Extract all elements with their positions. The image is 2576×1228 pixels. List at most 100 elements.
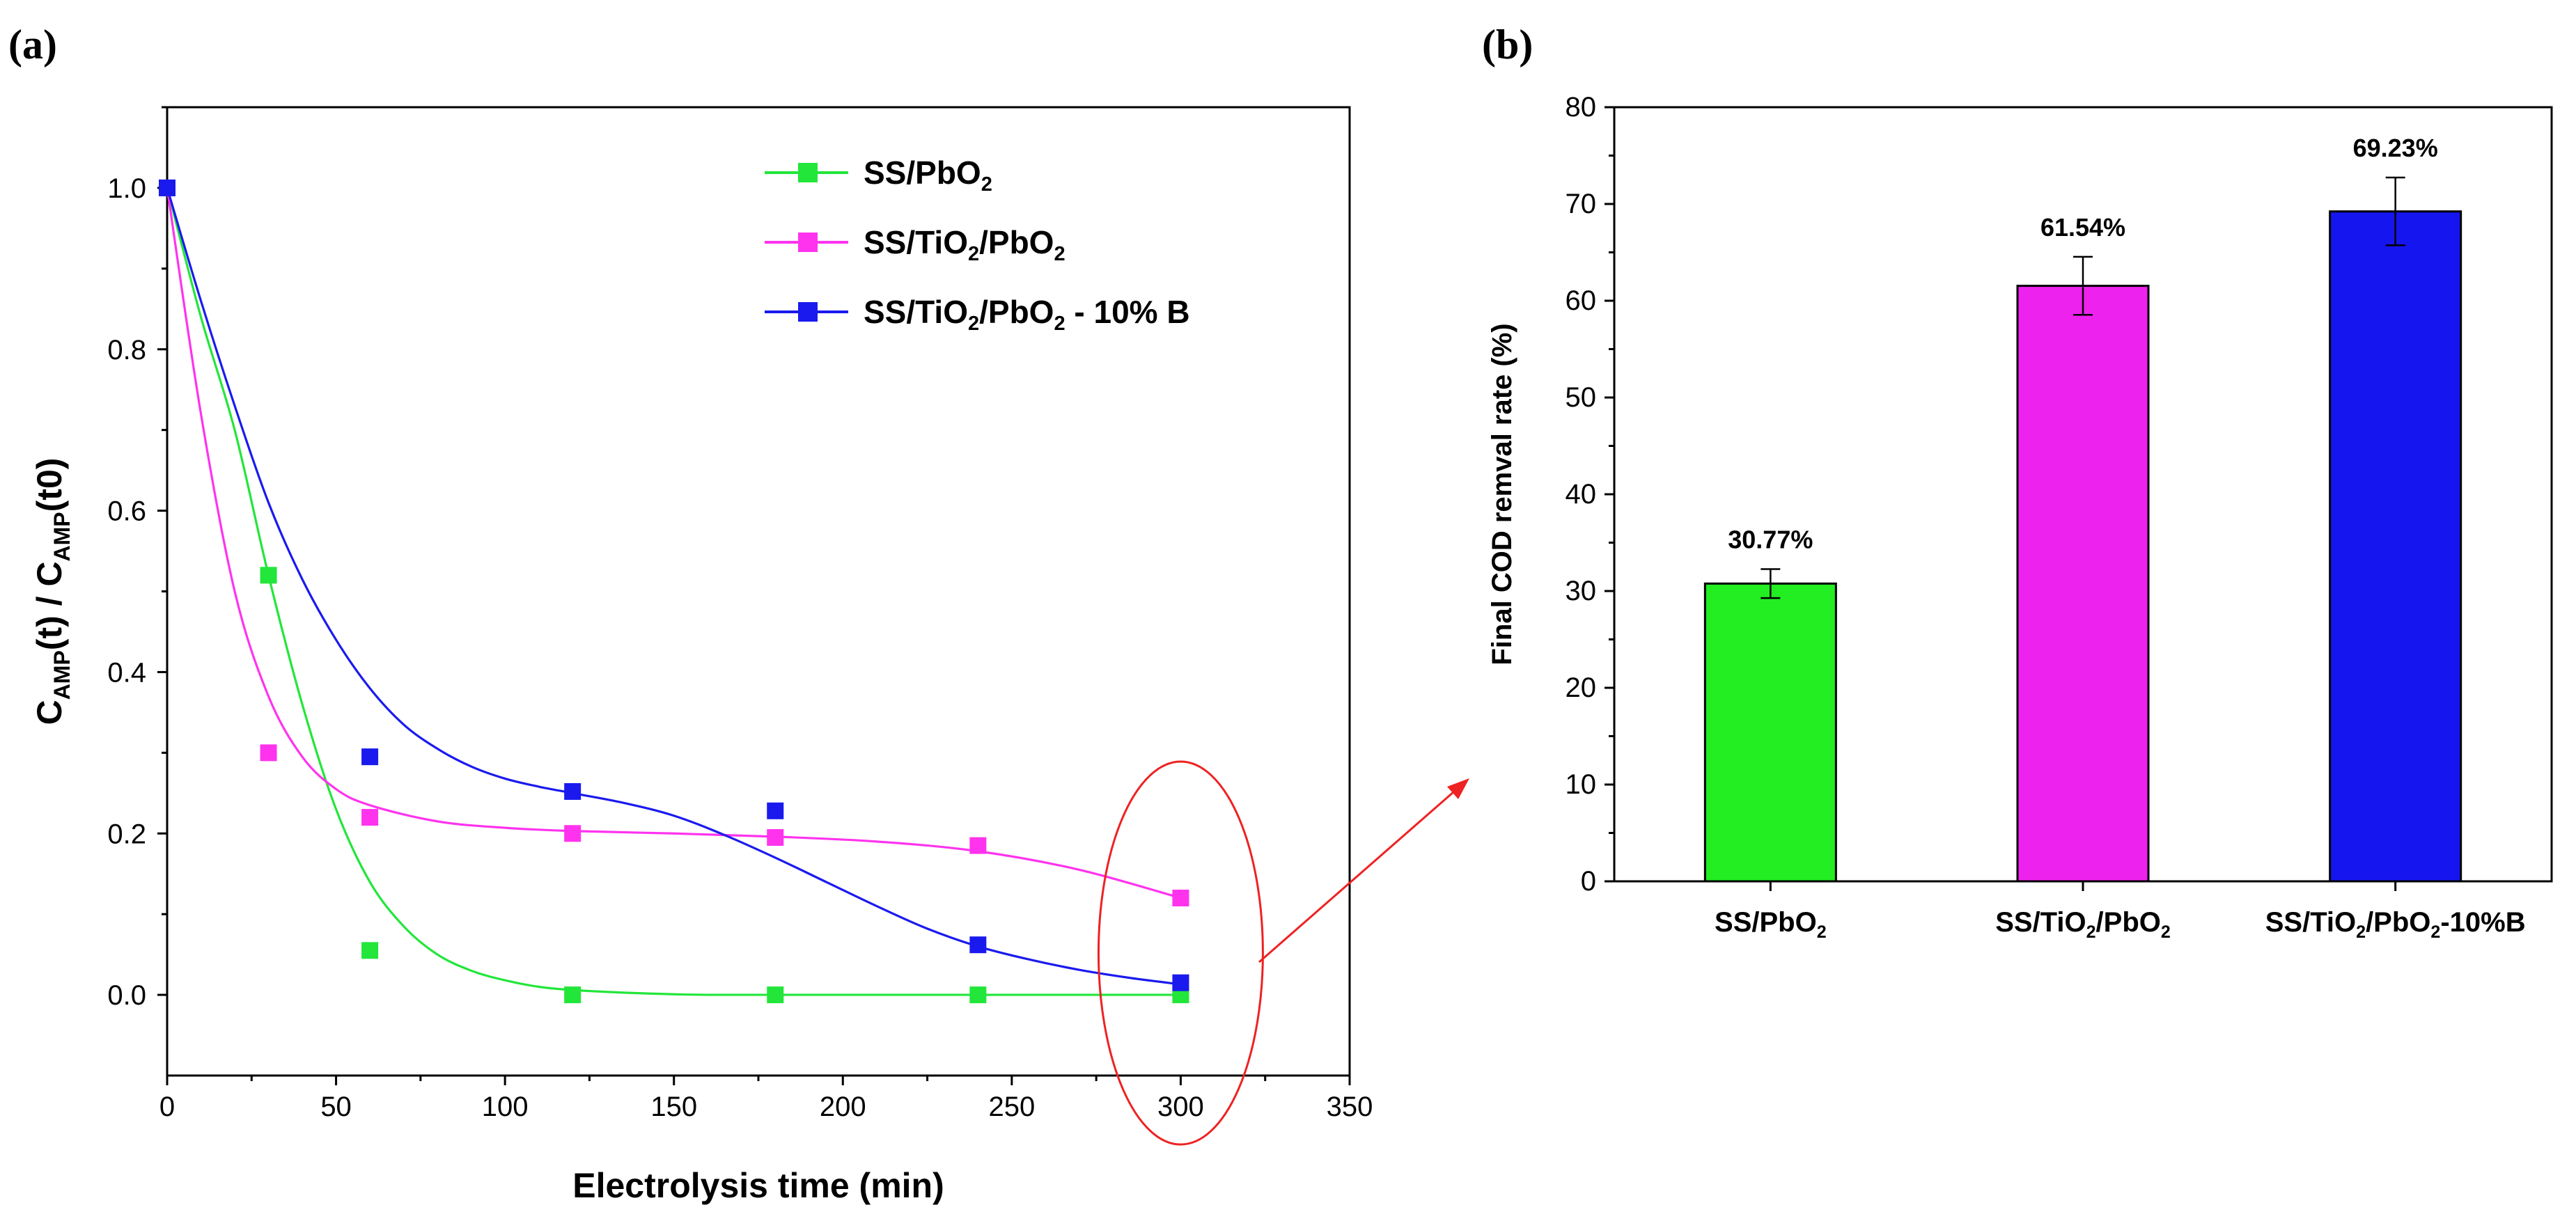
legend-marker: [798, 302, 818, 322]
bar-2: [2016, 285, 2150, 883]
label-part: SS/PbO: [1715, 907, 1817, 938]
subscript: 2: [1054, 243, 1065, 265]
y-tick-label: 60: [1566, 285, 1597, 316]
data-point-series-2: [361, 809, 379, 826]
subscript: 2: [2430, 922, 2440, 942]
data-point-series-1: [767, 986, 784, 1004]
y-tick-label: 0: [1581, 866, 1596, 897]
data-point-series-3: [564, 782, 581, 800]
data-point-series-2: [260, 744, 277, 762]
x-axis-title: Electrolysis time (min): [572, 1166, 944, 1205]
y-tick-label: 1.0: [107, 173, 146, 204]
y-tick-label: 0.4: [107, 657, 146, 688]
label-part: SS/TiO: [864, 224, 968, 260]
data-point-series-3: [361, 748, 379, 766]
label-part: C: [30, 700, 69, 725]
y-tick-label: 40: [1566, 479, 1597, 510]
panel-b-plot-area: 0 10 20 30 40 50 60 70 80 Final COD remval rate (…: [1487, 92, 2553, 942]
y-axis-title: Final COD remval rate (%): [1487, 323, 1517, 665]
fit-line-series-2: [166, 187, 1181, 899]
y-tick-label: 30: [1566, 576, 1597, 606]
subscript: 2: [2161, 922, 2171, 942]
data-point-series-3: [159, 179, 175, 196]
x-tick-label: 100: [482, 1092, 529, 1122]
y-tick-label: 70: [1566, 189, 1597, 219]
arrow-line: [1258, 785, 1460, 963]
label-part: SS/TiO: [1995, 907, 2086, 938]
data-point-series-1: [969, 986, 987, 1004]
x-tick-label: 0: [159, 1092, 175, 1122]
panel-a-plot-area: 0 50 100 150 200 250 300 350 0.0 0.2 0.4 0.6 0.8 1.0 E…: [30, 106, 1373, 1205]
bar-value-label: 30.77%: [1728, 525, 1813, 553]
y-tick-label: 0.8: [107, 335, 146, 365]
panel-a-label: (a): [8, 22, 57, 68]
panel-b-bar-chart: (b) 0 10 20 30 40 50 60 70 80 Final COD remval ra…: [1482, 22, 2553, 942]
label-part: (t) / C: [30, 561, 69, 650]
plot-frame: [166, 106, 1351, 1077]
x-tick-label: 150: [650, 1092, 697, 1122]
highlight-ellipse: [1097, 760, 1264, 1146]
label-part: SS/PbO: [864, 155, 981, 191]
subscript: AMP: [49, 512, 75, 561]
label-part: /PbO: [979, 294, 1054, 330]
label-part: -10%B: [2440, 907, 2525, 938]
category-label: SS/TiO2/PbO2: [1995, 907, 2171, 942]
legend-marker: [798, 163, 818, 182]
label-part: /PbO: [2366, 907, 2430, 938]
bar-value-label: 61.54%: [2040, 213, 2125, 242]
x-tick-label: 200: [820, 1092, 866, 1122]
subscript: 2: [981, 173, 992, 196]
y-tick-label: 0.0: [107, 980, 146, 1011]
subscript: 2: [1054, 313, 1065, 335]
subscript: 2: [2086, 922, 2096, 942]
y-axis-title: CAMP(t) / CAMP(t0): [30, 458, 75, 725]
x-tick-label: 50: [320, 1092, 352, 1122]
x-tick-label: 250: [988, 1092, 1035, 1122]
category-label: SS/PbO2: [1715, 907, 1827, 942]
subscript: 2: [1817, 922, 1827, 942]
label-part: (t0): [30, 458, 69, 512]
y-tick-label: 0.6: [107, 496, 146, 527]
arrow-head-icon: [1447, 778, 1469, 799]
bar-1: [1703, 582, 1837, 883]
y-tick-label: 20: [1566, 672, 1597, 703]
data-point-series-2: [767, 829, 784, 847]
label-part: /PbO: [979, 224, 1054, 260]
label-part: SS/TiO: [2265, 907, 2356, 938]
y-tick-label: 0.2: [107, 819, 146, 849]
data-point-series-3: [969, 936, 987, 954]
panel-a-line-chart: (a) 0 50 100 150 200 250 300 350 0.0 0.2 0.4 0.6 0.8…: [8, 22, 1373, 1205]
subscript: 2: [968, 313, 979, 335]
data-point-series-1: [260, 567, 277, 584]
x-tick-label: 300: [1157, 1092, 1204, 1122]
legend-marker: [798, 233, 818, 252]
label-part: SS/TiO: [864, 294, 968, 330]
data-point-series-1: [564, 986, 581, 1004]
subscript: 2: [968, 243, 979, 265]
data-point-series-3: [1172, 974, 1189, 991]
legend-label: SS/PbO2: [864, 155, 992, 196]
y-tick-label: 80: [1566, 92, 1597, 123]
category-label: SS/TiO2/PbO2-10%B: [2265, 907, 2526, 942]
data-point-series-2: [969, 837, 987, 854]
highlight-annotation: [1097, 760, 1469, 1146]
fit-line-series-1: [166, 187, 1181, 996]
panel-b-label: (b): [1482, 22, 1533, 68]
legend-label: SS/TiO2/PbO2 - 10% B: [864, 294, 1190, 335]
bar-3: [2329, 210, 2462, 883]
label-part: - 10% B: [1065, 294, 1190, 330]
subscript: AMP: [49, 650, 75, 700]
data-point-series-2: [564, 825, 581, 842]
bar-value-label: 69.23%: [2353, 134, 2438, 162]
data-point-series-3: [767, 802, 784, 819]
data-point-series-2: [1172, 889, 1189, 906]
legend-label: SS/TiO2/PbO2: [864, 224, 1065, 265]
x-tick-label: 350: [1327, 1092, 1373, 1122]
subscript: 2: [2356, 922, 2366, 942]
y-tick-label: 10: [1566, 769, 1597, 800]
data-point-series-1: [361, 942, 379, 959]
label-part: /PbO: [2096, 907, 2161, 938]
y-tick-label: 50: [1566, 382, 1597, 413]
